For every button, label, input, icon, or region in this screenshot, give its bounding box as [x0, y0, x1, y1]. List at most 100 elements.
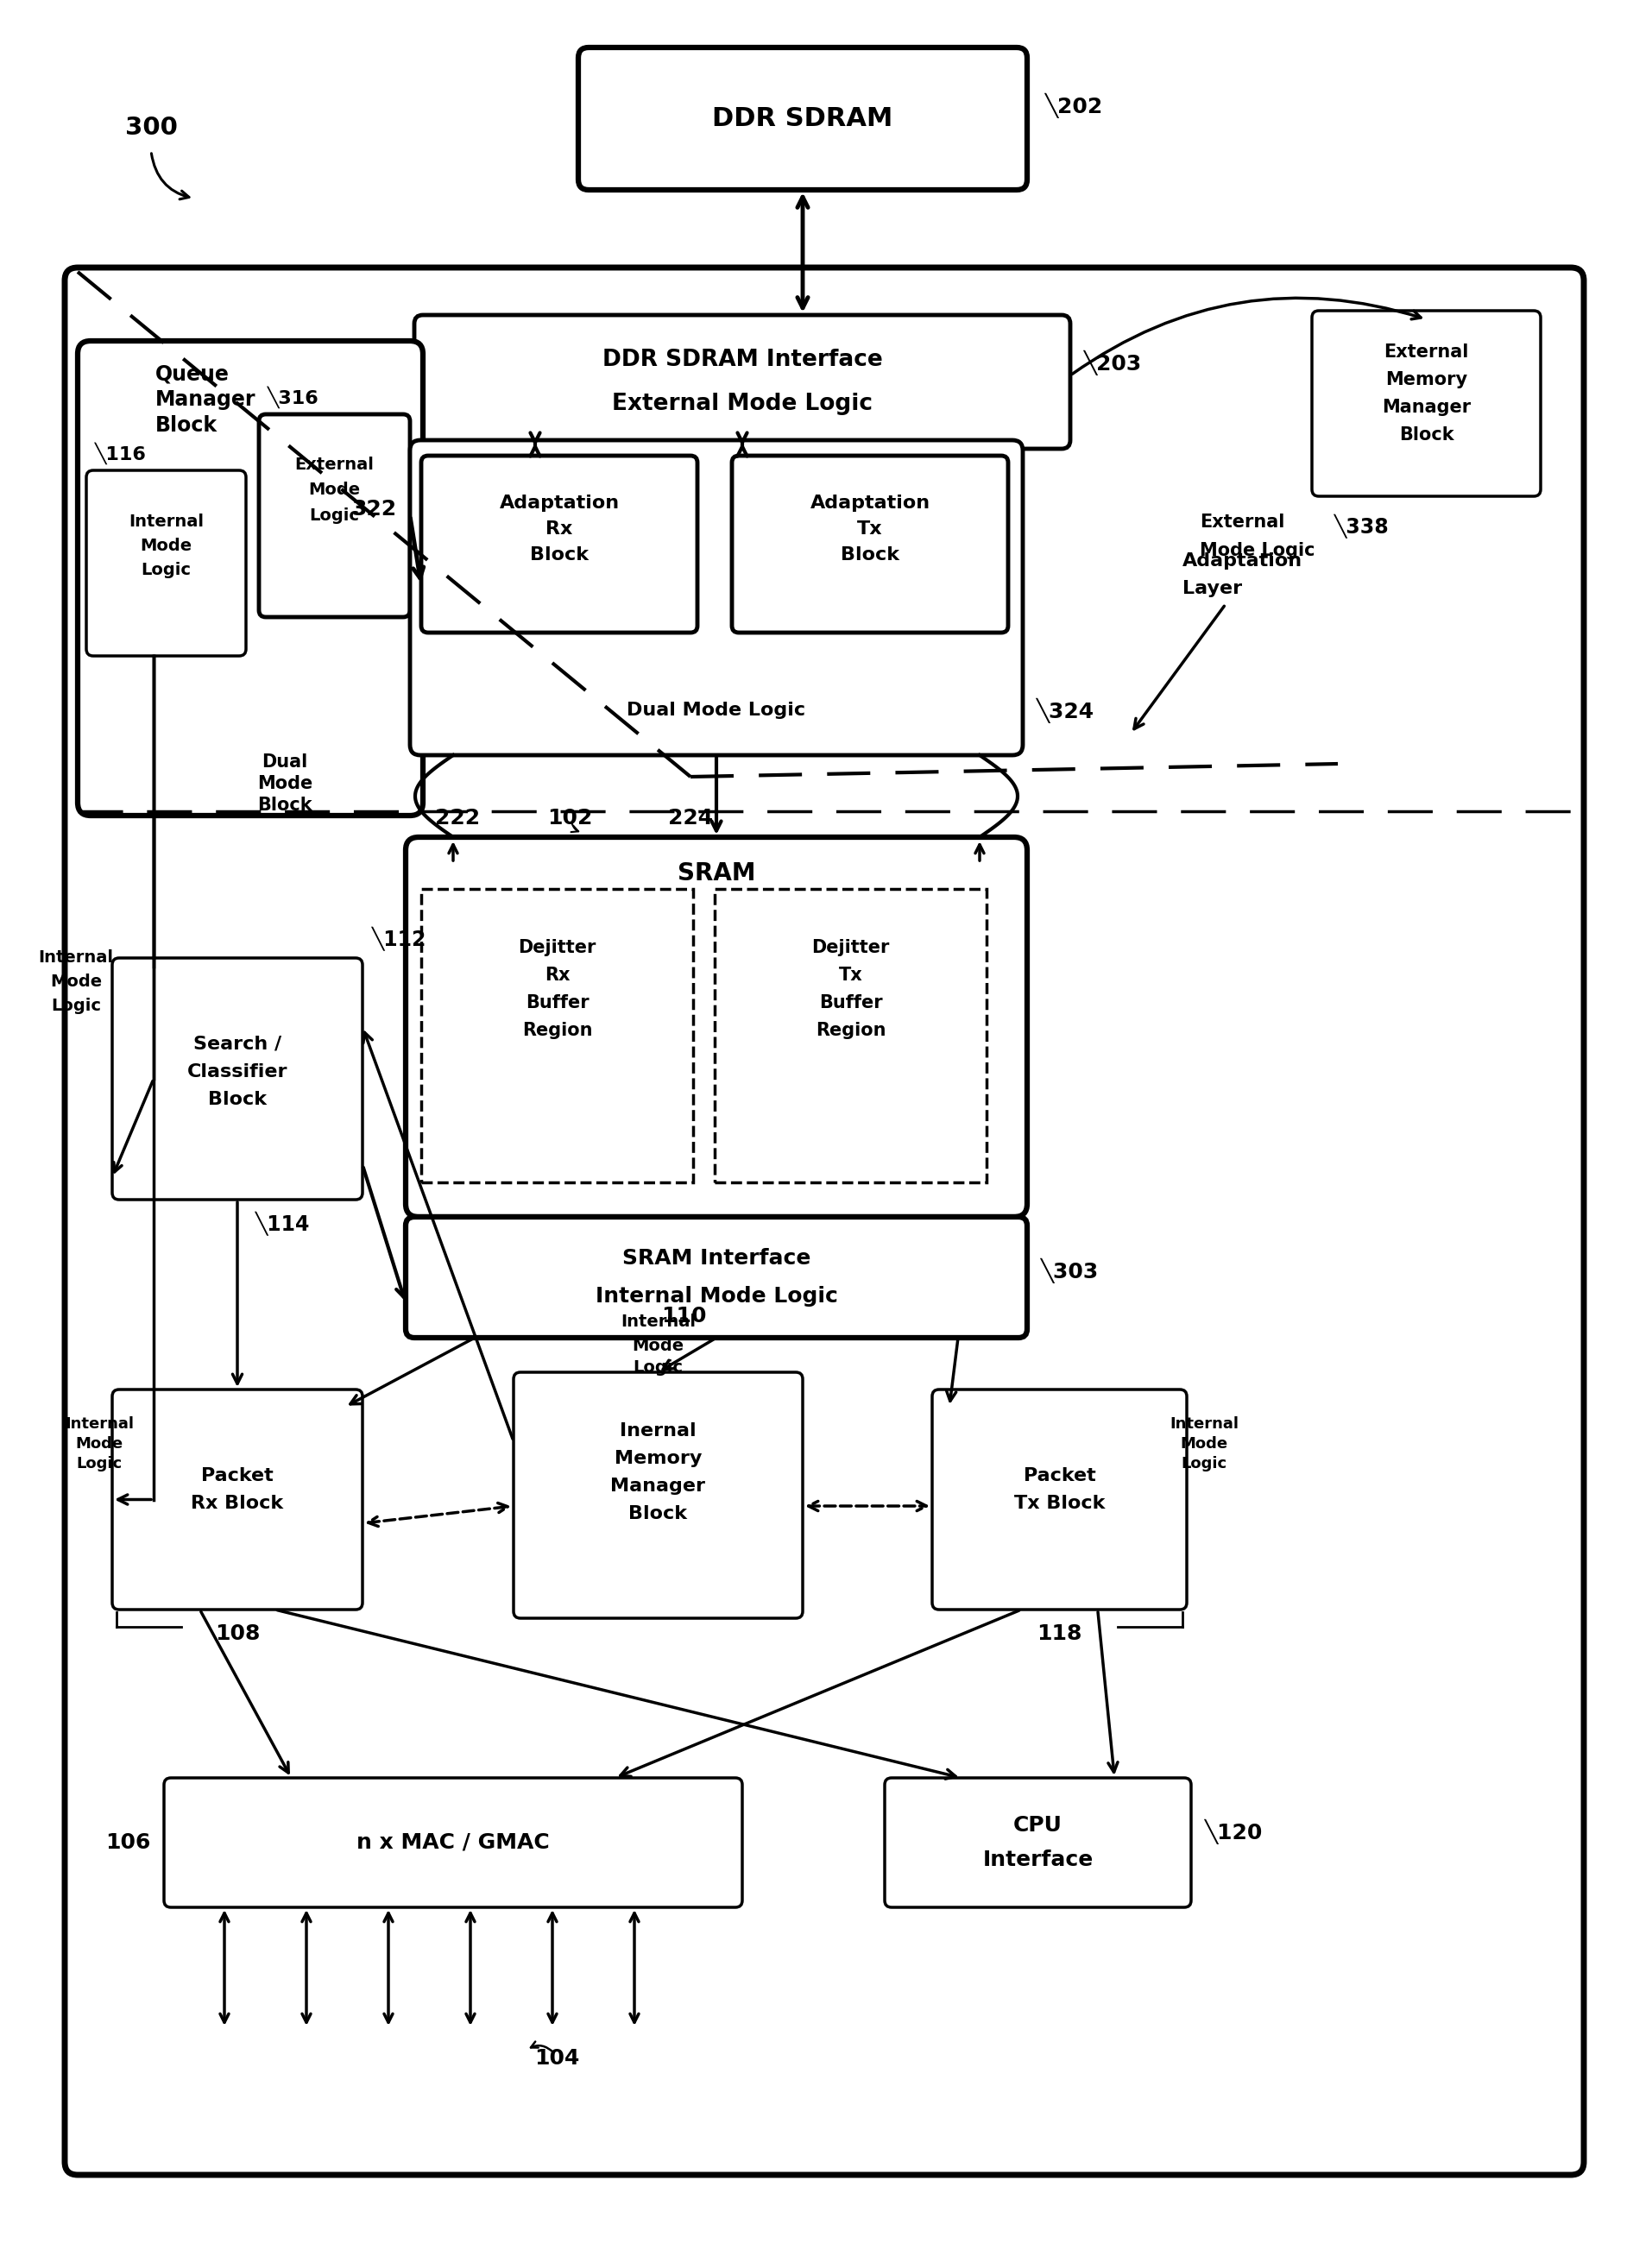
Text: Internal: Internal [620, 1313, 695, 1331]
Text: Block: Block [1398, 426, 1454, 444]
FancyBboxPatch shape [732, 456, 1008, 632]
Text: ╲324: ╲324 [1036, 697, 1094, 722]
Text: Classifier: Classifier [187, 1063, 287, 1081]
Text: Inernal: Inernal [620, 1421, 695, 1439]
Text: Logic: Logic [140, 562, 192, 580]
Text: 322: 322 [352, 499, 396, 519]
FancyBboxPatch shape [64, 268, 1583, 2175]
Text: Adaptation: Adaptation [809, 494, 930, 512]
Text: Logic: Logic [51, 997, 101, 1015]
Text: Dejitter: Dejitter [811, 938, 889, 957]
Text: Packet: Packet [202, 1466, 273, 1484]
FancyBboxPatch shape [164, 1778, 742, 1906]
Text: External: External [1383, 343, 1469, 361]
Text: ╲303: ╲303 [1039, 1259, 1097, 1284]
Text: Block: Block [258, 796, 312, 814]
Text: ╲114: ╲114 [254, 1211, 309, 1236]
Text: Mode: Mode [1180, 1437, 1227, 1451]
FancyBboxPatch shape [421, 456, 697, 632]
FancyBboxPatch shape [410, 440, 1023, 756]
Text: DDR SDRAM: DDR SDRAM [712, 106, 892, 131]
Text: Block: Block [628, 1505, 687, 1523]
Text: Mode: Mode [140, 539, 192, 555]
Text: Logic: Logic [309, 508, 358, 523]
Text: Mode: Mode [631, 1338, 684, 1354]
FancyBboxPatch shape [112, 1390, 362, 1609]
Text: Memory: Memory [1384, 370, 1467, 388]
Text: Logic: Logic [633, 1360, 682, 1376]
Text: Region: Region [522, 1022, 591, 1040]
Text: Interface: Interface [981, 1850, 1092, 1870]
Text: Adaptation: Adaptation [499, 494, 620, 512]
Text: Logic: Logic [1181, 1455, 1226, 1471]
Text: n x MAC / GMAC: n x MAC / GMAC [357, 1832, 550, 1852]
FancyBboxPatch shape [405, 837, 1026, 1216]
Text: Packet: Packet [1023, 1466, 1095, 1484]
Text: Mode Logic: Mode Logic [1199, 541, 1315, 559]
Text: SRAM: SRAM [677, 862, 755, 887]
Text: Manager: Manager [610, 1478, 705, 1496]
Text: ╲112: ╲112 [372, 927, 426, 952]
Text: 118: 118 [1036, 1624, 1082, 1645]
Text: Search /: Search / [193, 1036, 281, 1054]
Text: Queue: Queue [155, 363, 230, 384]
Text: 106: 106 [106, 1832, 150, 1852]
FancyBboxPatch shape [86, 469, 246, 656]
Text: Dual Mode Logic: Dual Mode Logic [626, 702, 806, 720]
FancyBboxPatch shape [514, 1372, 803, 1618]
Text: Internal: Internal [129, 514, 203, 530]
Text: 102: 102 [547, 808, 591, 828]
Text: Manager: Manager [155, 390, 256, 411]
Text: 104: 104 [534, 2048, 578, 2069]
Text: SRAM Interface: SRAM Interface [621, 1248, 809, 1268]
Text: Internal: Internal [64, 1417, 134, 1433]
Text: Mode: Mode [76, 1437, 122, 1451]
FancyBboxPatch shape [1312, 311, 1540, 496]
Text: Rx: Rx [544, 966, 570, 984]
Text: ╲338: ╲338 [1333, 514, 1388, 539]
Text: 110: 110 [661, 1306, 707, 1327]
Text: Dual: Dual [261, 754, 307, 772]
Text: 222: 222 [434, 808, 479, 828]
FancyBboxPatch shape [405, 1216, 1026, 1338]
Bar [714, 889, 986, 1182]
Text: Logic: Logic [76, 1455, 122, 1471]
Text: ╲316: ╲316 [268, 386, 319, 408]
FancyBboxPatch shape [112, 959, 362, 1200]
Text: Block: Block [530, 546, 588, 564]
Text: Tx: Tx [857, 521, 882, 537]
Text: Block: Block [841, 546, 899, 564]
FancyBboxPatch shape [259, 415, 410, 618]
Text: Block: Block [208, 1092, 266, 1108]
Text: Internal: Internal [38, 950, 114, 966]
Text: ╲116: ╲116 [94, 442, 147, 465]
Text: Mode: Mode [258, 776, 312, 792]
Text: Rx Block: Rx Block [192, 1496, 284, 1512]
Text: Mode: Mode [309, 483, 360, 499]
Text: Layer: Layer [1181, 580, 1242, 598]
FancyBboxPatch shape [932, 1390, 1186, 1609]
Text: Manager: Manager [1381, 399, 1470, 415]
Text: 108: 108 [215, 1624, 259, 1645]
Text: External Mode Logic: External Mode Logic [611, 393, 872, 415]
Text: Internal: Internal [1170, 1417, 1237, 1433]
Text: Region: Region [814, 1022, 885, 1040]
FancyBboxPatch shape [78, 341, 423, 817]
Text: External: External [1199, 514, 1284, 530]
Text: Memory: Memory [615, 1451, 702, 1466]
Text: 300: 300 [126, 115, 178, 140]
FancyBboxPatch shape [415, 316, 1070, 449]
FancyBboxPatch shape [578, 47, 1026, 190]
Text: CPU: CPU [1013, 1816, 1062, 1836]
Text: Tx: Tx [838, 966, 862, 984]
Text: ╲120: ╲120 [1203, 1818, 1262, 1843]
Text: DDR SDRAM Interface: DDR SDRAM Interface [601, 350, 882, 370]
Text: 224: 224 [667, 808, 712, 828]
Text: Rx: Rx [545, 521, 573, 537]
Text: External: External [294, 456, 373, 472]
Text: Adaptation: Adaptation [1181, 553, 1302, 569]
Text: Buffer: Buffer [525, 995, 588, 1011]
Text: Dejitter: Dejitter [517, 938, 596, 957]
Text: Buffer: Buffer [818, 995, 882, 1011]
Text: ╲202: ╲202 [1044, 92, 1102, 117]
